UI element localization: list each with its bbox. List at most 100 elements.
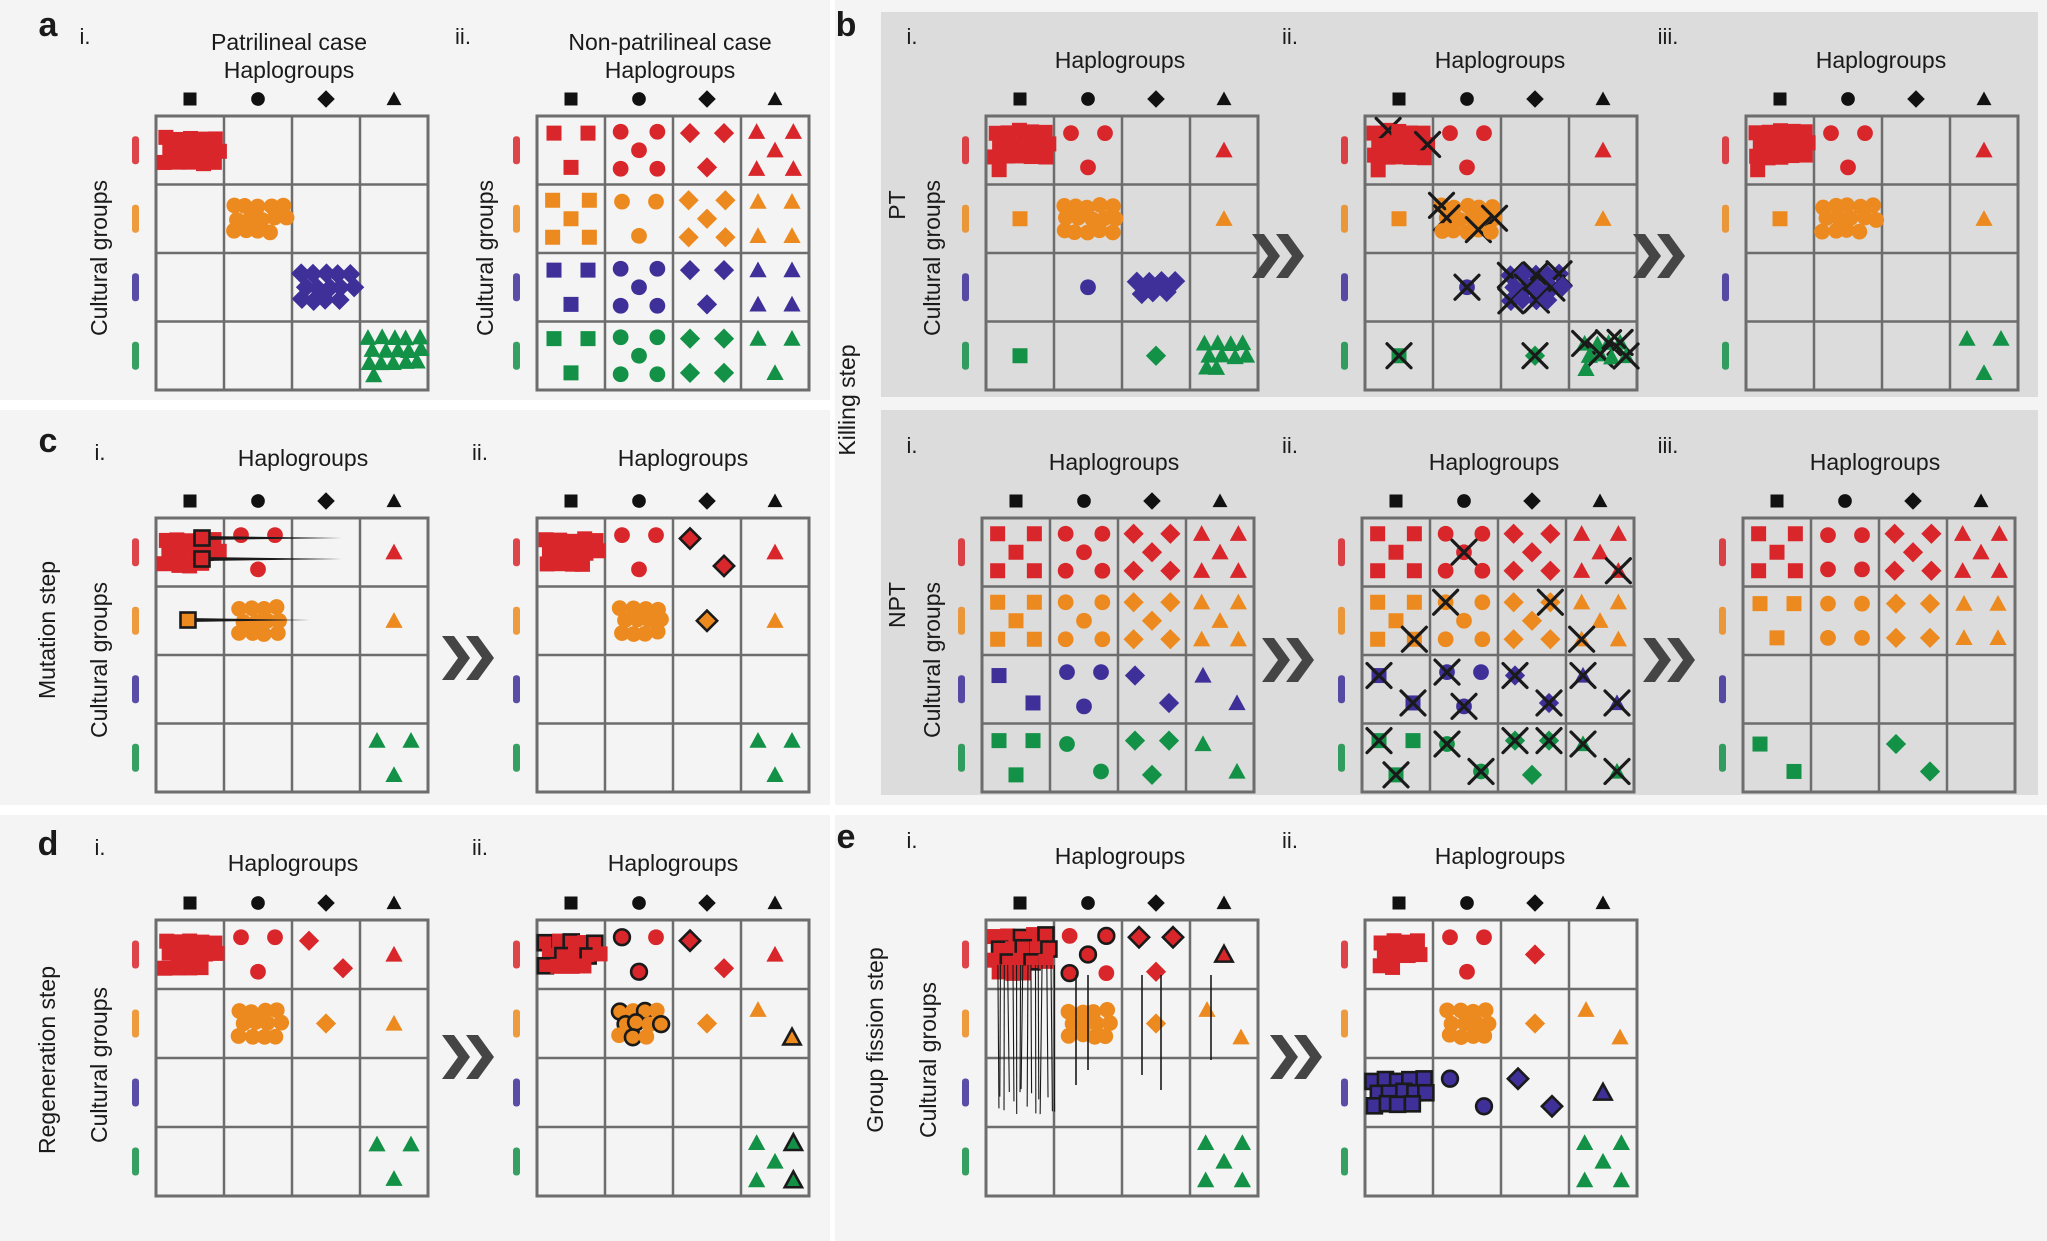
diamond-marker	[1123, 629, 1144, 650]
circle-marker	[1091, 197, 1108, 213]
circle-marker	[249, 222, 266, 239]
roman-numeral-label: ii.	[455, 24, 471, 49]
cultural-group-color-tick	[962, 273, 969, 302]
triangle-marker	[766, 766, 784, 782]
circle-marker	[238, 222, 255, 239]
kill-cross	[1467, 757, 1495, 786]
kill-cross	[1569, 730, 1597, 758]
circle-marker	[1094, 594, 1111, 611]
square-marker	[206, 154, 222, 170]
axis-label-cultural-groups: Cultural groups	[919, 582, 945, 738]
circle-marker	[243, 600, 260, 617]
cultural-group-color-tick	[513, 341, 520, 370]
kill-cross	[1536, 588, 1564, 616]
square-marker	[157, 960, 173, 976]
circle-marker	[249, 198, 266, 215]
triangle-marker	[1609, 630, 1627, 647]
triangle-marker	[1612, 1134, 1630, 1150]
square-marker	[1383, 136, 1399, 152]
diamond-marker	[332, 958, 354, 979]
square-marker	[161, 544, 177, 560]
diamond-marker	[713, 362, 735, 383]
cultural-group-color-tick	[962, 136, 969, 165]
chevron-arrow-icon	[442, 636, 494, 680]
chevron-arrow-icon	[442, 1035, 494, 1079]
square-marker	[1388, 613, 1404, 629]
kill-cross-stroke	[1535, 689, 1563, 717]
circle-marker	[278, 209, 295, 226]
circle-marker	[614, 193, 630, 210]
axis-label-cultural-groups: Cultural groups	[919, 180, 945, 336]
fission-line	[1039, 964, 1043, 1115]
cultural-group-color-tick	[132, 675, 139, 704]
roman-numeral-label: ii.	[472, 440, 488, 465]
diamond-marker	[1919, 761, 1941, 782]
haplogroup-header-square-icon	[564, 494, 578, 508]
circle-marker	[1063, 125, 1079, 141]
circle-marker	[1477, 1002, 1494, 1019]
haplogroup-header-triangle-icon	[767, 895, 783, 910]
haplogroup-header-square-icon	[564, 92, 578, 106]
circle-marker	[247, 1014, 264, 1030]
fission-line	[1037, 964, 1040, 1100]
haplogroup-header-diamond-icon	[1907, 90, 1925, 108]
haplogroup-header-diamond-icon	[1904, 492, 1922, 510]
haplogroup-header-triangle-icon	[1216, 91, 1232, 106]
kill-cross	[1450, 692, 1478, 720]
square-marker	[1752, 736, 1768, 752]
square-marker	[539, 556, 555, 572]
square-marker	[1787, 526, 1803, 542]
square-marker	[1037, 926, 1055, 944]
circle-marker	[1091, 222, 1108, 239]
panel-c-background	[0, 410, 830, 805]
haplogroup-header-diamond-icon	[1147, 894, 1165, 912]
diamond-marker	[1540, 1094, 1564, 1119]
kill-cross	[1382, 761, 1410, 789]
haplogroup-header-triangle-icon	[1595, 895, 1611, 910]
circle-marker	[1078, 945, 1098, 964]
square-marker	[580, 331, 596, 347]
axis-label-cultural-groups: Cultural groups	[86, 582, 112, 738]
circle-marker	[631, 228, 647, 244]
diamond-marker	[1506, 1066, 1530, 1091]
kill-cross-stroke	[1450, 538, 1478, 566]
cultural-group-color-tick	[132, 204, 139, 233]
diamond-marker	[1540, 560, 1561, 581]
roman-numeral-label: i.	[907, 433, 918, 458]
triangle-marker	[1233, 1171, 1251, 1188]
kill-cross-stroke	[1536, 588, 1564, 616]
roman-numeral-label: iii.	[1658, 433, 1679, 458]
diamond-marker	[713, 328, 735, 349]
circle-marker	[623, 1028, 643, 1047]
square-marker	[1396, 934, 1412, 950]
roman-numeral-label: i.	[95, 835, 106, 860]
square-marker	[991, 668, 1007, 684]
circle-marker	[231, 1003, 248, 1019]
chevron-part	[1657, 234, 1685, 278]
triangle-marker	[1197, 1134, 1215, 1150]
square-marker	[1026, 563, 1042, 579]
haplogroup-header-diamond-icon	[317, 90, 335, 108]
circle-marker	[1468, 1014, 1485, 1031]
title-haplogroups: Haplogroups	[608, 850, 738, 876]
square-marker	[574, 556, 590, 572]
diamond-marker	[1919, 627, 1941, 648]
diamond-marker	[1503, 523, 1524, 544]
triangle-marker	[397, 353, 415, 369]
diamond-marker	[1124, 730, 1146, 751]
diamond-marker	[1123, 560, 1144, 581]
square-marker	[1041, 136, 1057, 152]
diamond-marker	[1521, 542, 1543, 563]
circle-marker	[262, 224, 278, 241]
square-marker	[1370, 631, 1386, 647]
circle-marker	[1057, 594, 1074, 611]
cultural-group-color-tick	[513, 204, 520, 233]
circle-marker	[269, 625, 286, 641]
circle-marker	[1104, 224, 1121, 241]
square-marker	[1370, 594, 1386, 610]
title-haplogroups: Haplogroups	[228, 850, 358, 876]
triangle-marker	[1215, 141, 1233, 158]
axis-label-cultural-groups: Cultural groups	[472, 180, 498, 336]
diamond-marker	[1885, 627, 1907, 648]
kill-cross	[1501, 727, 1529, 755]
